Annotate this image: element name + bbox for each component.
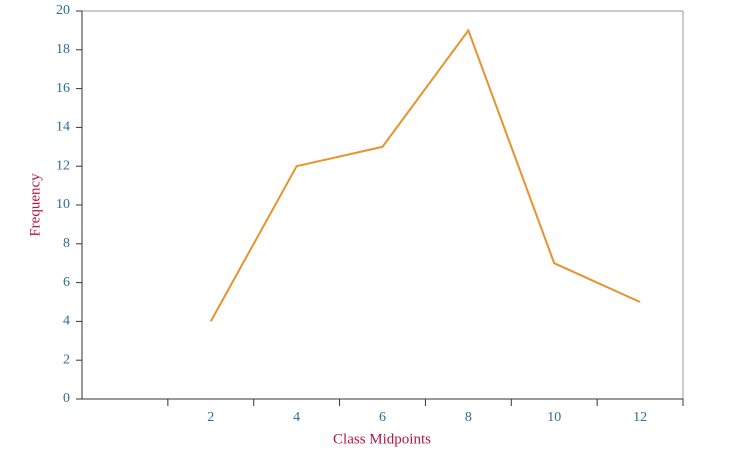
line: [209, 28, 641, 322]
y-tick-label: 14: [56, 120, 70, 135]
x-tick-label: 10: [547, 410, 561, 425]
x-tick-label: 4: [293, 410, 300, 425]
y-tick-label: 6: [63, 275, 70, 290]
y-tick-label: 8: [63, 236, 70, 251]
y-tick-label: 0: [63, 391, 70, 406]
x-axis-title: Class Midpoints: [333, 431, 431, 447]
y-tick-label: 10: [56, 197, 70, 212]
x-tick-label: 8: [465, 410, 472, 425]
y-tick-label: 12: [56, 158, 70, 173]
x-tick-label: 2: [207, 410, 214, 425]
y-tick-label: 18: [56, 42, 70, 57]
y-axis-title: Frequency: [27, 173, 43, 237]
y-tick-label: 16: [56, 81, 70, 96]
x-tick-label: 6: [379, 410, 386, 425]
y-tick-label: 20: [56, 3, 70, 18]
y-tick-label: 2: [63, 352, 70, 367]
y-tick-label: 4: [63, 314, 70, 329]
x-tick-label: 12: [633, 410, 647, 425]
